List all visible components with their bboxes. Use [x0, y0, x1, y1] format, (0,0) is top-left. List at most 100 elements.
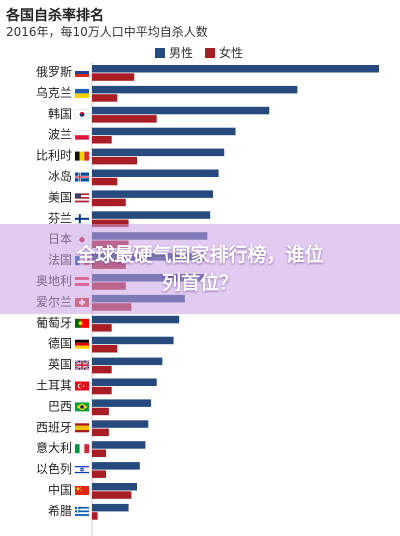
bar-female	[92, 156, 138, 165]
bar-male	[92, 462, 140, 470]
ukraine-flag-icon	[75, 88, 89, 98]
turkey-flag-icon	[75, 381, 89, 391]
category-label: 意大利	[36, 440, 72, 455]
bar-male	[92, 211, 211, 219]
bar-male	[92, 169, 219, 177]
category-label: 土耳其	[36, 379, 72, 393]
category-label: 希腊	[48, 503, 72, 518]
legend-item-male: 男性	[155, 44, 193, 61]
italy-flag-icon	[75, 444, 89, 454]
usa-flag-icon	[75, 193, 89, 203]
category-label: 冰岛	[48, 169, 72, 184]
bar-male	[92, 65, 379, 73]
bar-female	[92, 470, 107, 478]
bar-female	[92, 177, 118, 186]
bar-male	[92, 420, 149, 428]
bar-female	[92, 449, 107, 457]
germany-flag-icon	[75, 339, 89, 349]
category-label: 以色列	[36, 462, 72, 476]
israel-flag-icon	[74, 464, 90, 475]
category-row: 冰岛	[48, 169, 219, 186]
category-row: 以色列	[36, 462, 140, 478]
headline-overlay: 全球最硬气国家排行榜，谁位 列首位？	[0, 224, 400, 314]
headline-line-1: 全球最硬气国家排行榜，谁位	[76, 244, 324, 266]
category-row: 芬兰	[48, 211, 211, 228]
chart-subtitle: 2016年，每10万人口中平均自杀人数	[6, 25, 208, 39]
spain-flag-icon	[75, 423, 89, 433]
category-label: 中国	[48, 482, 72, 497]
bar-female	[92, 198, 126, 207]
china-flag-icon	[75, 486, 89, 495]
category-label: 美国	[48, 190, 72, 204]
korea-flag-icon	[74, 109, 90, 120]
bar-female	[92, 428, 109, 437]
chart-title: 各国自杀率排名	[6, 8, 104, 24]
category-label: 乌克兰	[36, 85, 72, 100]
category-row: 土耳其	[36, 378, 157, 395]
belgium-flag-icon	[75, 151, 89, 161]
bar-female	[92, 136, 112, 144]
bar-male	[92, 127, 236, 136]
bar-male	[92, 336, 174, 345]
category-row: 比利时	[36, 148, 225, 165]
russia-flag-icon	[75, 68, 89, 77]
category-label: 西班牙	[36, 420, 72, 434]
headline-line-2: 列首位？	[161, 272, 238, 294]
poland-flag-icon	[74, 130, 90, 140]
bar-female	[92, 365, 112, 374]
category-row: 美国	[48, 190, 213, 207]
category-row: 乌克兰	[36, 85, 298, 102]
brazil-flag-icon	[75, 402, 89, 412]
category-label: 葡萄牙	[36, 316, 72, 330]
category-row: 德国	[48, 336, 174, 353]
legend-label-female: 女性	[219, 46, 244, 60]
bar-female	[92, 324, 112, 332]
category-row: 俄罗斯	[36, 65, 379, 81]
category-row: 希腊	[48, 503, 129, 520]
category-row: 韩国	[48, 106, 270, 123]
legend-swatch-female	[205, 47, 216, 58]
category-row: 葡萄牙	[36, 315, 180, 332]
category-label: 芬兰	[48, 211, 72, 225]
bar-female	[92, 73, 135, 81]
bar-male	[92, 357, 163, 366]
category-label: 韩国	[48, 106, 72, 121]
bar-male	[92, 503, 129, 512]
bar-female	[92, 115, 157, 123]
category-row: 巴西	[48, 399, 152, 416]
iceland-flag-icon	[75, 172, 89, 182]
finland-flag-icon	[74, 214, 90, 224]
uk-flag-icon	[74, 359, 90, 371]
legend-item-female: 女性	[205, 44, 243, 61]
bar-female	[92, 345, 118, 353]
category-label: 比利时	[36, 149, 72, 163]
bar-male	[92, 190, 213, 198]
bar-male	[92, 315, 180, 324]
bar-male	[92, 399, 152, 407]
category-label: 德国	[48, 336, 72, 351]
bar-female	[92, 512, 98, 520]
bar-male	[92, 148, 225, 157]
category-label: 巴西	[48, 399, 72, 413]
legend: 男性 女性	[155, 44, 249, 61]
bar-male	[92, 483, 138, 491]
portugal-flag-icon	[75, 318, 89, 328]
category-label: 俄罗斯	[36, 65, 72, 79]
legend-label-male: 男性	[169, 46, 194, 60]
bar-female	[92, 94, 118, 102]
category-label: 英国	[48, 358, 72, 372]
greece-flag-icon	[75, 506, 89, 516]
bar-female	[92, 491, 132, 499]
category-label: 波兰	[48, 128, 72, 142]
category-row: 西班牙	[36, 420, 149, 437]
bar-male	[92, 441, 146, 449]
category-row: 波兰	[48, 127, 236, 144]
legend-swatch-male	[155, 47, 165, 58]
category-row: 中国	[48, 482, 138, 499]
category-row: 意大利	[36, 440, 146, 457]
bar-male	[92, 106, 270, 115]
category-row: 英国	[48, 357, 163, 374]
bar-female	[92, 386, 112, 395]
bar-female	[92, 407, 109, 416]
